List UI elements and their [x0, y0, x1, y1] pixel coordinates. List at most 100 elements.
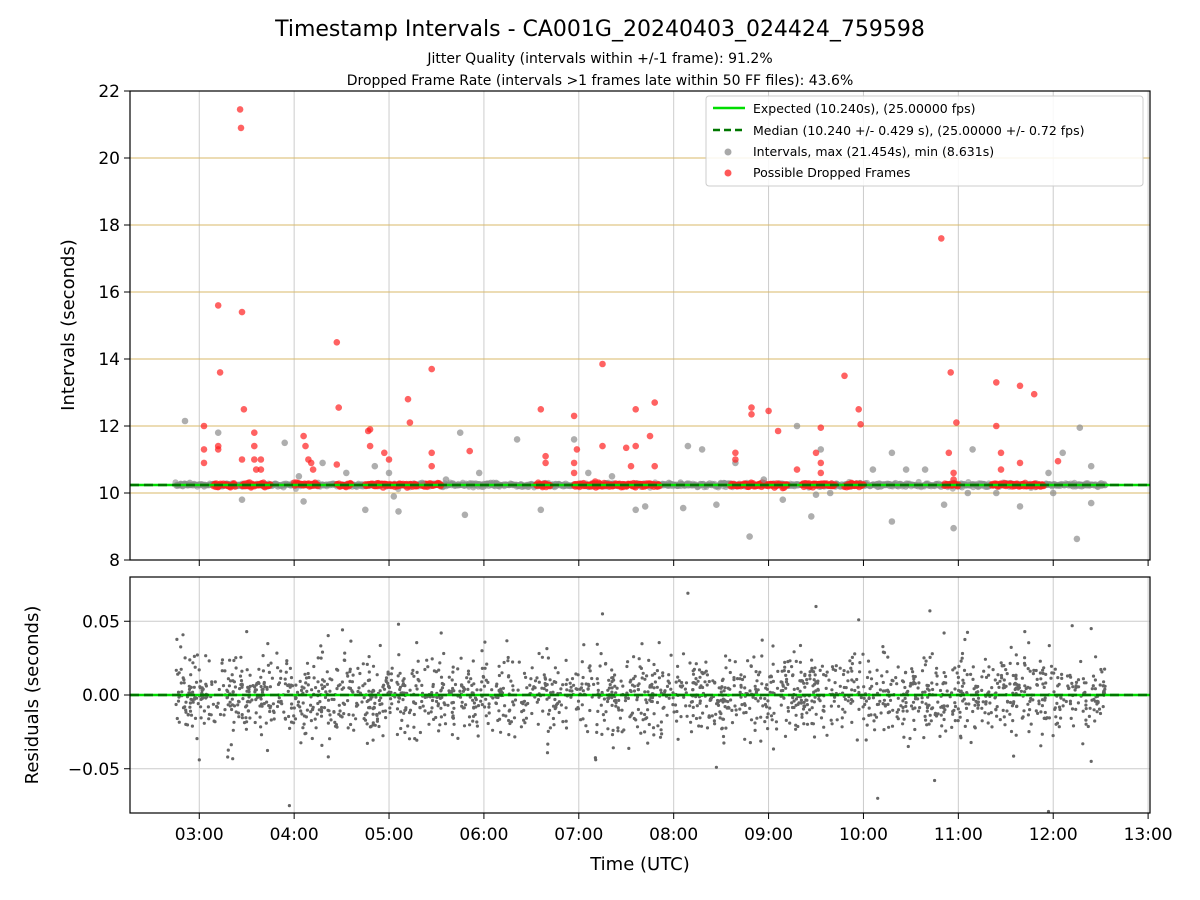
residual-point: [335, 687, 339, 691]
residual-point: [746, 659, 750, 663]
residual-point: [939, 713, 943, 717]
residual-point: [763, 697, 767, 701]
residual-point: [1037, 702, 1041, 706]
residual-point: [901, 699, 905, 703]
interval-outlier-44: [888, 449, 896, 457]
residual-point: [551, 690, 555, 694]
residual-point: [438, 661, 442, 665]
residual-point: [856, 685, 860, 689]
residual-point: [596, 709, 600, 714]
interval-outlier-58: [1087, 499, 1095, 507]
residual-point: [1045, 716, 1049, 720]
residual-point: [346, 674, 350, 678]
residual-point: [716, 701, 720, 705]
residual-point: [615, 686, 619, 690]
residual-point: [470, 683, 474, 688]
residual-point: [588, 664, 592, 668]
residual-point: [389, 678, 394, 682]
residual-point: [699, 724, 704, 728]
residual-point: [595, 677, 599, 681]
residual-point: [866, 659, 871, 663]
residual-point: [768, 675, 772, 679]
residual-point: [1102, 680, 1106, 684]
residual-point: [738, 677, 742, 681]
residual-point: [438, 723, 442, 727]
residual-point: [770, 718, 774, 722]
interval-outlier-12: [385, 469, 393, 477]
residual-point: [411, 668, 415, 673]
residual-point: [944, 681, 948, 685]
residual-point: [733, 704, 737, 708]
residual-point: [632, 655, 636, 659]
residual-outlier-19: [1089, 627, 1093, 631]
legend-expected-label: Expected (10.240s), (25.00000 fps): [753, 101, 975, 116]
interval-outlier-50: [969, 446, 976, 453]
residual-point: [337, 703, 341, 707]
residual-point: [743, 737, 747, 741]
residual-point: [238, 687, 242, 691]
residual-point: [466, 669, 471, 673]
residual-point: [326, 755, 330, 759]
residual-point: [1011, 719, 1015, 723]
residual-point: [541, 709, 545, 713]
residual-point: [238, 674, 243, 678]
residual-point: [889, 682, 893, 687]
residual-point: [559, 703, 564, 707]
residual-point: [588, 708, 592, 713]
residual-point: [739, 695, 743, 699]
residual-point: [1039, 677, 1043, 681]
residual-point: [545, 697, 549, 701]
residual-point: [865, 723, 869, 727]
residual-point: [732, 678, 736, 682]
residual-point: [855, 677, 859, 682]
intervals-plot-frame: [129, 90, 1151, 561]
residual-point: [958, 715, 962, 719]
residual-point: [790, 705, 795, 710]
residual-point: [805, 678, 809, 682]
residual-point: [733, 660, 737, 664]
residual-point: [402, 711, 406, 715]
residual-point: [650, 699, 654, 704]
residual-point: [698, 701, 702, 705]
residual-point: [351, 713, 355, 717]
residual-point: [930, 681, 934, 685]
residual-point: [952, 708, 956, 713]
residual-point: [799, 679, 803, 683]
residual-point: [976, 696, 981, 700]
interval-outlier-3: [214, 429, 222, 437]
residual-point: [784, 673, 788, 678]
residual-point: [709, 698, 713, 702]
residual-point: [880, 674, 884, 678]
chart-subtitle-dropped: Dropped Frame Rate (intervals >1 frames …: [347, 73, 854, 89]
dropped-frame-point-62: [817, 459, 825, 467]
residual-point: [1031, 672, 1035, 676]
residual-point: [840, 716, 844, 720]
residual-point: [266, 663, 270, 667]
residual-point: [575, 687, 579, 692]
residual-point: [971, 665, 975, 669]
residual-point: [408, 688, 412, 692]
residual-point: [375, 712, 379, 717]
residual-point: [869, 713, 873, 717]
residual-point: [292, 706, 296, 710]
residual-point: [765, 687, 770, 691]
residual-point: [956, 675, 961, 680]
residual-point: [749, 718, 754, 722]
interval-outlier-56: [1073, 535, 1081, 543]
residual-point: [661, 706, 665, 710]
residual-point: [277, 696, 281, 700]
residual-point: [277, 681, 282, 685]
residual-point: [951, 712, 955, 716]
residual-point: [447, 675, 451, 679]
residual-point: [688, 704, 692, 708]
residual-point: [570, 689, 574, 693]
residual-point: [875, 668, 879, 672]
residual-point: [316, 680, 320, 684]
residual-point: [480, 680, 484, 684]
residual-point: [657, 676, 662, 680]
residual-point: [371, 721, 375, 725]
residual-point: [460, 700, 464, 704]
interval-outlier-37: [793, 422, 801, 430]
residual-point: [965, 673, 969, 677]
residual-point: [484, 678, 488, 682]
